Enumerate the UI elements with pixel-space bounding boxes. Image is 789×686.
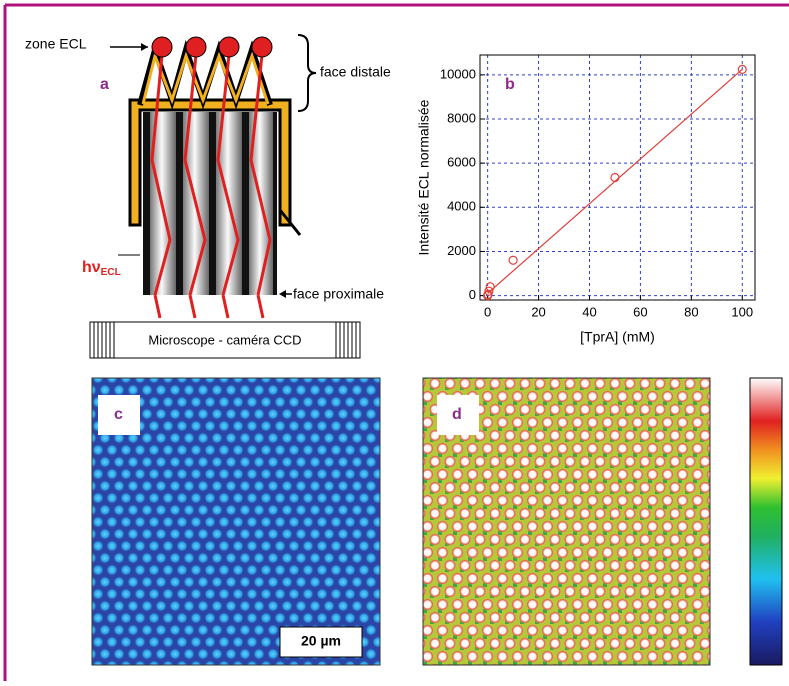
x-tick-label: 60 (633, 304, 647, 319)
y-tick-label: 6000 (447, 155, 476, 170)
chart: 0 20 40 60 80 100 0 2000 4000 6000 8000 10000 [TprA]… (416, 55, 755, 345)
panel-label: a (100, 76, 109, 93)
point (611, 174, 619, 182)
y-tick-label: 4000 (447, 199, 476, 214)
scale-bar-label: 20 µm (301, 633, 341, 649)
panel-label: b (505, 76, 515, 93)
annotation: zone ECL (25, 36, 87, 52)
x-tick-label: 0 (484, 304, 491, 319)
annotation: hνECL (82, 259, 121, 277)
x-tick-label: 80 (684, 304, 698, 319)
x-tick-label: 40 (582, 304, 596, 319)
y-tick-label: 10000 (440, 66, 476, 81)
diagram (90, 35, 360, 358)
annotation: face distale (320, 64, 391, 80)
y-tick-label: 0 (469, 287, 476, 302)
point (509, 256, 517, 264)
annotation: Microscope - caméra CCD (148, 332, 301, 347)
panel-label: c (114, 406, 123, 423)
panel-label: d (452, 406, 462, 423)
colorbar (750, 378, 782, 665)
y-tick-label: 8000 (447, 110, 476, 125)
figure: a zone ECL face distale hνECL face proxi… (0, 0, 789, 681)
annotation: hν (82, 259, 101, 276)
x-tick-label: 20 (531, 304, 545, 319)
y-axis-label: Intensité ECL normalisée (416, 99, 432, 255)
annotation-sub: ECL (101, 267, 121, 278)
annotation: face proximale (293, 286, 384, 302)
y-tick-label: 2000 (447, 243, 476, 258)
x-axis-label: [TprA] (mM) (580, 329, 655, 345)
x-tick-label: 100 (731, 304, 753, 319)
